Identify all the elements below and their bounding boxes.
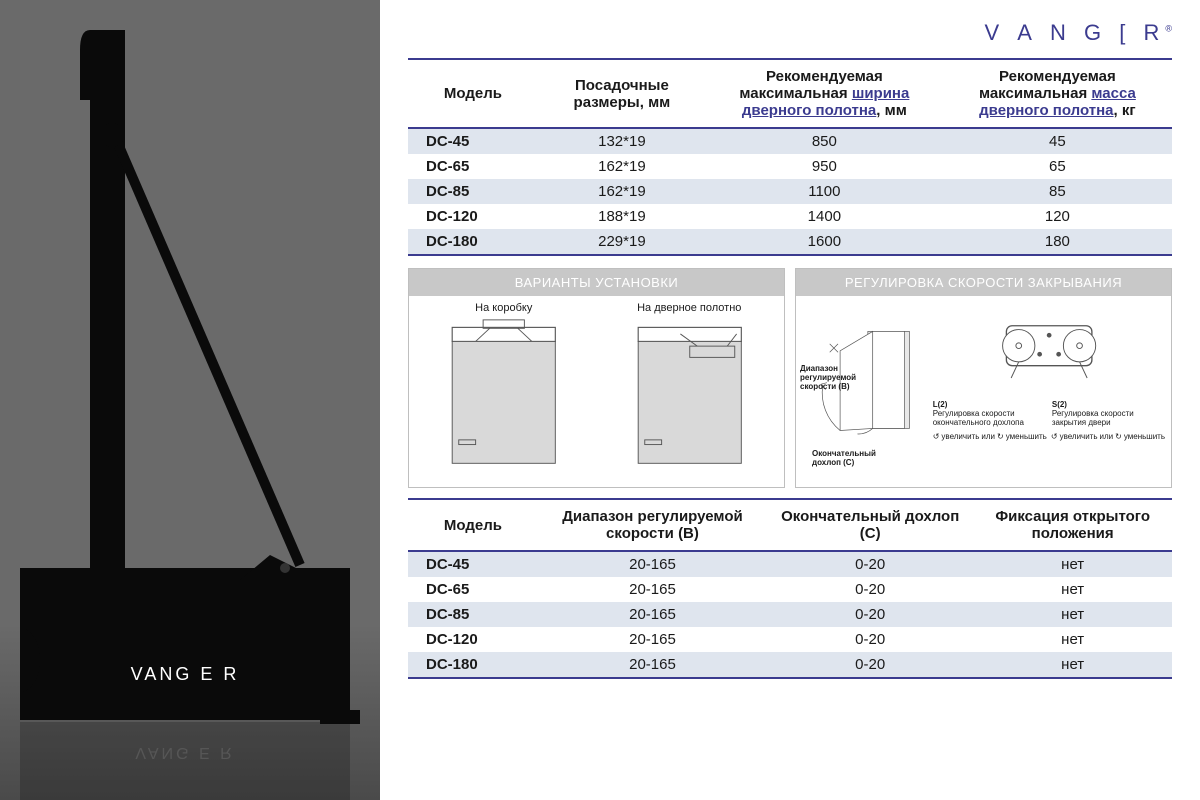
diagrams-row: ВАРИАНТЫ УСТАНОВКИ На коробку На дверное…	[408, 268, 1172, 488]
table-row: DC-65162*1995065	[408, 154, 1172, 179]
table-row: DC-120188*191400120	[408, 204, 1172, 229]
s2-text: Регулировка скорости закрытия двери	[1052, 409, 1165, 427]
install-col1-label: На коробку	[415, 302, 593, 314]
th-dims: Посадочные размеры, мм	[538, 59, 706, 128]
table-row: DC-12020-1650-20нет	[408, 627, 1172, 652]
arrow-cw-icon: ↻	[1115, 432, 1122, 441]
product-body-logo: VANG E R	[131, 664, 240, 684]
th2-latch: Окончательный дохлоп (С)	[767, 499, 973, 551]
th-width: Рекомендуемая максимальная ширина дверно…	[706, 59, 943, 128]
table-row: DC-4520-1650-20нет	[408, 551, 1172, 577]
door-closer-silhouette: VANG E R VANG E R	[20, 20, 360, 800]
speed-diagram: РЕГУЛИРОВКА СКОРОСТИ ЗАКРЫВАНИЯ	[795, 268, 1172, 488]
table-row: DC-18020-1650-20нет	[408, 652, 1172, 678]
speed-title: РЕГУЛИРОВКА СКОРОСТИ ЗАКРЫВАНИЯ	[796, 269, 1171, 296]
table-row: DC-8520-1650-20нет	[408, 602, 1172, 627]
table-row: DC-180229*191600180	[408, 229, 1172, 255]
table-row: DC-45132*1985045	[408, 128, 1172, 154]
spec-table-speed: Модель Диапазон регулируемой скорости (В…	[408, 498, 1172, 679]
s2-label: S(2)	[1052, 400, 1165, 409]
arrow-ccw-icon: ↺	[933, 432, 940, 441]
brand-logo: V A N G [ R®	[408, 20, 1172, 46]
install-door-mount-icon	[601, 318, 779, 468]
table-row: DC-85162*19110085	[408, 179, 1172, 204]
install-diagram: ВАРИАНТЫ УСТАНОВКИ На коробку На дверное…	[408, 268, 785, 488]
arrow-cw-icon: ↻	[997, 432, 1004, 441]
install-col2-label: На дверное полотно	[601, 302, 779, 314]
arrow-ccw-icon: ↺	[1051, 432, 1058, 441]
l2-label: L(2)	[933, 400, 1046, 409]
th2-speed: Диапазон регулируемой скорости (В)	[538, 499, 767, 551]
product-image-panel: VANG E R VANG E R	[0, 0, 380, 800]
svg-text:VANG E R: VANG E R	[135, 744, 234, 761]
th2-hold: Фиксация открытого положения	[973, 499, 1172, 551]
speed-range-annot: Диапазон регулируемой скорости (В)	[800, 364, 860, 392]
latch-annot: Окончательный дохлоп (С)	[812, 449, 892, 467]
l2-text: Регулировка скорости окончательного дохл…	[933, 409, 1046, 427]
th-mass: Рекомендуемая максимальная масса дверног…	[943, 59, 1172, 128]
table-row: DC-6520-1650-20нет	[408, 577, 1172, 602]
th-model: Модель	[408, 59, 538, 128]
closer-side-icon	[933, 302, 1165, 397]
content-panel: V A N G [ R® Модель Посадочные размеры, …	[380, 0, 1200, 800]
th2-model: Модель	[408, 499, 538, 551]
install-frame-mount-icon	[415, 318, 593, 468]
spec-table-dimensions: Модель Посадочные размеры, мм Рекомендуе…	[408, 58, 1172, 256]
install-title: ВАРИАНТЫ УСТАНОВКИ	[409, 269, 784, 296]
